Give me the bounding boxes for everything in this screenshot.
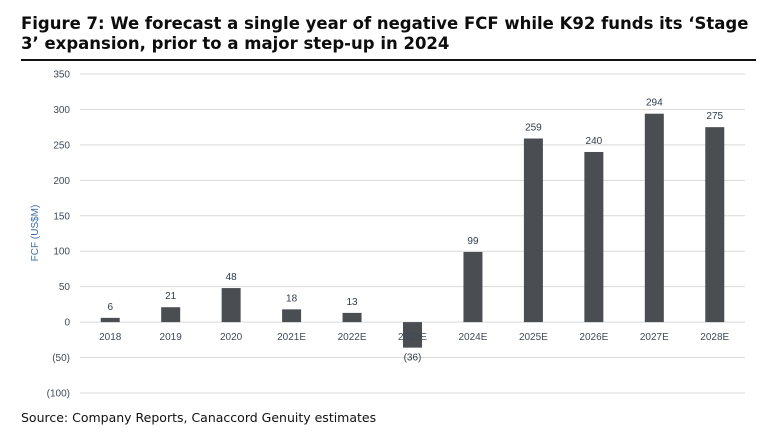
x-tick-label: 2025E bbox=[519, 332, 548, 343]
data-label: 240 bbox=[586, 136, 603, 147]
data-label: 259 bbox=[525, 123, 542, 134]
bar bbox=[221, 288, 241, 323]
x-tick-label: 2028E bbox=[700, 332, 729, 343]
y-axis-label: FCF (US$M) bbox=[30, 205, 41, 262]
bar bbox=[523, 138, 543, 323]
bar bbox=[705, 127, 725, 323]
x-tick-label: 2026E bbox=[579, 332, 608, 343]
y-axis-ticks: 350 300 250 200 150 100 50 0 (50) (100) bbox=[47, 70, 71, 400]
data-label: 294 bbox=[646, 98, 663, 109]
x-tick-label: 2019 bbox=[160, 332, 183, 343]
x-tick-label: 2022E bbox=[338, 332, 367, 343]
x-axis-ticks: 2018 2019 2020 2021E 2022E 2023E 2024E 2025E 202… bbox=[99, 332, 729, 343]
figure-title: Figure 7: We forecast a single year of n… bbox=[21, 14, 749, 53]
y-tick-label: 300 bbox=[53, 105, 70, 116]
x-tick-label: 2027E bbox=[640, 332, 669, 343]
bar bbox=[282, 309, 302, 323]
y-tick-label: 150 bbox=[53, 211, 70, 222]
bar bbox=[100, 317, 120, 323]
x-tick-label: 2023E bbox=[398, 332, 427, 343]
y-tick-label: 50 bbox=[59, 282, 71, 293]
x-tick-label: 2020 bbox=[220, 332, 243, 343]
y-tick-label: 350 bbox=[53, 70, 70, 81]
y-tick-label: (50) bbox=[52, 353, 70, 364]
x-tick-label: 2018 bbox=[99, 332, 122, 343]
data-label: 99 bbox=[467, 236, 479, 247]
y-tick-label: 100 bbox=[53, 247, 70, 258]
data-label: 21 bbox=[165, 291, 177, 302]
bar bbox=[644, 113, 664, 323]
bar bbox=[161, 307, 181, 323]
data-label: 6 bbox=[107, 302, 113, 313]
data-label: (36) bbox=[404, 353, 422, 364]
y-tick-label: (100) bbox=[47, 389, 70, 400]
y-tick-label: 0 bbox=[64, 318, 70, 329]
x-tick-label: 2021E bbox=[277, 332, 306, 343]
data-label: 18 bbox=[286, 293, 298, 304]
bars bbox=[100, 113, 725, 348]
bar bbox=[403, 322, 422, 348]
bar bbox=[463, 251, 483, 323]
bar bbox=[342, 312, 362, 323]
x-tick-label: 2024E bbox=[458, 332, 487, 343]
data-label: 275 bbox=[706, 111, 723, 122]
data-labels: 6 21 48 18 13 (36) 99 259 240 294 275 bbox=[107, 98, 723, 364]
data-label: 13 bbox=[346, 297, 358, 308]
bar bbox=[584, 151, 604, 323]
y-tick-label: 250 bbox=[53, 140, 70, 151]
title-rule bbox=[21, 59, 756, 61]
source-note: Source: Company Reports, Canaccord Genui… bbox=[21, 410, 377, 425]
y-tick-label: 200 bbox=[53, 176, 70, 187]
data-label: 48 bbox=[226, 272, 238, 283]
